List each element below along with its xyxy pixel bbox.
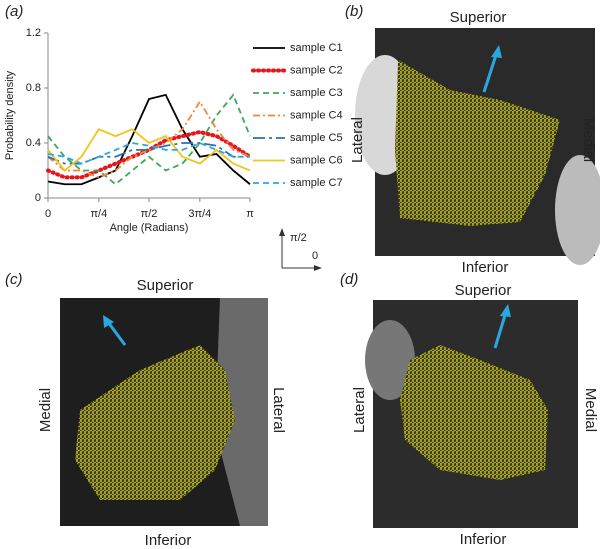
legend-label: sample C5 (290, 132, 343, 144)
orientation-label: Lateral (351, 387, 368, 433)
orientation-label: Superior (137, 277, 194, 294)
orientation-label: Medial (37, 388, 54, 432)
arrow-head (491, 45, 502, 58)
x-tick-label: 3π/4 (188, 208, 211, 220)
orientation-label: Inferior (462, 259, 509, 276)
series-line (47, 93, 251, 186)
orientation-label: Lateral (270, 387, 287, 433)
bright-region (215, 298, 268, 526)
orientation-label: Superior (455, 282, 512, 299)
y-tick-label: 0.4 (26, 137, 41, 149)
orientation-label: Inferior (460, 531, 507, 548)
orientation-label: Medial (580, 118, 597, 162)
panel-label: (d) (340, 271, 358, 288)
orientation-label: Lateral (349, 117, 366, 163)
arrow-head (500, 304, 511, 317)
x-tick-label: π (246, 208, 254, 220)
series-line (47, 93, 251, 186)
x-axis-label: Angle (Radians) (110, 222, 189, 234)
legend-label: sample C6 (290, 154, 343, 166)
y-tick-label: 0 (35, 192, 41, 204)
x-tick-label: π/4 (90, 208, 107, 220)
vector-field (75, 345, 235, 500)
panel-label: (c) (5, 271, 23, 288)
series-line (47, 142, 250, 165)
compass-label: 0 (312, 250, 318, 262)
arrow-head (103, 315, 114, 328)
orientation-label: Superior (450, 9, 507, 26)
legend-label: sample C1 (290, 42, 343, 54)
arrow (493, 311, 508, 349)
compass-head (279, 228, 285, 236)
series-line (46, 129, 252, 180)
panel-label: (b) (345, 3, 363, 20)
x-tick-label: π/2 (141, 208, 158, 220)
panel-label: (a) (5, 3, 23, 20)
bright-region (365, 320, 415, 400)
y-tick-label: 0.8 (26, 82, 41, 94)
legend-label: sample C7 (290, 177, 343, 189)
arrow (106, 321, 127, 346)
y-tick-label: 1.2 (26, 27, 41, 39)
legend-label: sample C3 (290, 87, 343, 99)
compass-head (314, 265, 322, 271)
compass-label: π/2 (290, 232, 307, 244)
series-line (47, 128, 251, 172)
vector-field (400, 345, 548, 480)
legend-label: sample C2 (290, 64, 343, 76)
legend-label: sample C4 (290, 109, 343, 121)
orientation-label: Inferior (145, 532, 192, 549)
bright-region (555, 155, 600, 265)
orientation-label: Medial (582, 388, 599, 432)
vector-field (395, 60, 560, 226)
y-axis-label: Probability density (4, 70, 16, 160)
arrow (482, 51, 499, 93)
x-tick-label: 0 (45, 208, 51, 220)
